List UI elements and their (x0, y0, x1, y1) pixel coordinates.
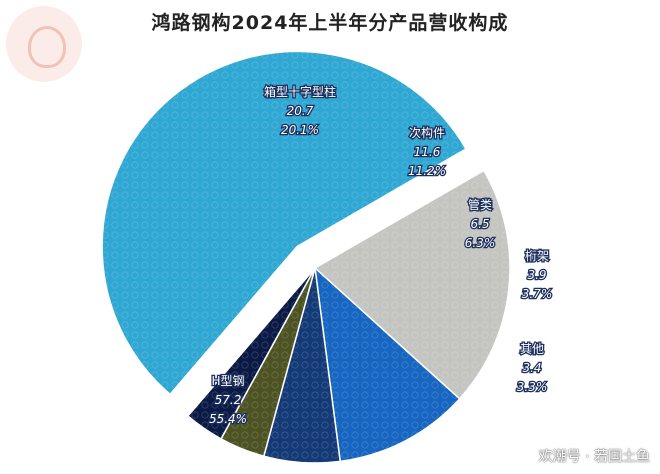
slice-label-name-0: H型钢 (211, 374, 244, 388)
slice-label-name-3: 管类 (468, 197, 492, 212)
pie-slice-texture-5 (187, 268, 315, 439)
slice-label-percent-4: 3.7% (522, 287, 553, 301)
slice-label-percent-1: 20.1% (281, 123, 319, 137)
slice-label-percent-2: 11.2% (408, 164, 446, 178)
pie-slice-texture-2 (315, 268, 460, 462)
slice-label-value-5: 3.4 (522, 361, 541, 375)
slice-label-percent-0: 55.4% (209, 412, 247, 426)
slice-label-name-2: 次构件 (409, 125, 445, 140)
slice-label-value-0: 57.2 (215, 393, 242, 407)
slice-label-value-3: 6.5 (470, 217, 489, 231)
slice-label-name-4: 桁架 (525, 249, 549, 263)
pie-slice-texture-1 (315, 170, 511, 399)
slice-label-name-1: 箱型十字型柱 (264, 84, 336, 99)
slice-label-name-5: 其他 (520, 342, 544, 356)
slice-label-percent-3: 6.3% (465, 236, 496, 250)
chart-title: 鸿路钢构2024年上半年分产品营收构成 (151, 12, 509, 34)
logo-watermark-icon (6, 6, 82, 82)
pie-slice-texture-0 (102, 51, 467, 395)
slice-label-percent-5: 3.3% (517, 380, 548, 394)
pie-slice-texture-3 (263, 268, 341, 463)
slice-label-value-2: 11.6 (414, 145, 441, 159)
source-watermark: 欢潮号 · 若国土鱼 (538, 449, 650, 465)
slice-label-value-4: 3.9 (527, 268, 546, 282)
slice-label-value-1: 20.7 (287, 104, 314, 118)
pie-slice-texture-4 (221, 268, 315, 457)
